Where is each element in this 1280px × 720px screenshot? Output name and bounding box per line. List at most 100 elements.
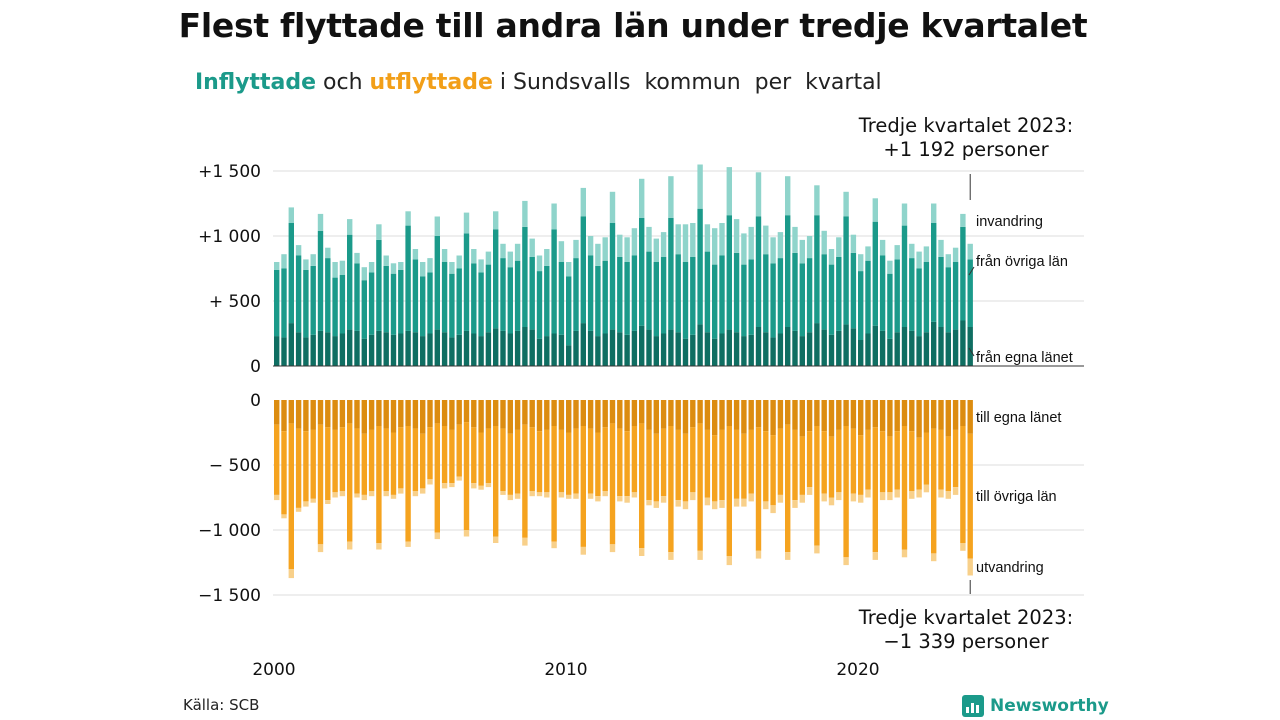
- bar-in-0: [493, 328, 499, 366]
- bar-out-0: [536, 400, 543, 432]
- bar-out-1: [879, 431, 886, 493]
- bar-out-2: [909, 491, 915, 499]
- bar-in-0: [347, 329, 353, 366]
- bar-out-1: [317, 424, 324, 545]
- bar-in-0: [368, 334, 375, 366]
- bar-in-2: [894, 245, 900, 260]
- chart-title: Flest flyttade till andra län under tred…: [178, 6, 1088, 45]
- bar-out-1: [763, 431, 769, 502]
- bar-in-0: [522, 327, 528, 366]
- bar-out-1: [901, 426, 908, 550]
- bar-out-2: [697, 550, 703, 560]
- bar-out-1: [777, 428, 784, 495]
- bar-in-0: [514, 330, 521, 366]
- bar-out-1: [602, 427, 608, 491]
- bar-out-2: [580, 546, 586, 555]
- bar-out-1: [347, 423, 353, 542]
- bar-out-2: [682, 501, 689, 510]
- bar-out-1: [587, 428, 594, 494]
- bar-in-0: [295, 332, 302, 366]
- bar-out-1: [456, 424, 462, 477]
- bar-in-2: [551, 203, 557, 230]
- bar-out-0: [639, 400, 645, 424]
- bar-in-0: [952, 329, 959, 366]
- bar-out-0: [821, 400, 827, 432]
- bar-out-0: [274, 400, 280, 425]
- bar-out-1: [821, 431, 827, 494]
- bar-in-0: [573, 330, 579, 366]
- bar-out-2: [945, 491, 951, 499]
- label-pointer: [968, 266, 975, 276]
- bar-in-0: [960, 320, 966, 366]
- bar-out-2: [573, 493, 579, 499]
- bar-in-1: [690, 256, 696, 335]
- bar-in-2: [609, 191, 616, 223]
- bar-in-1: [332, 277, 338, 337]
- bar-in-1: [704, 251, 711, 333]
- label-pointer: [968, 347, 975, 357]
- bar-in-1: [361, 280, 367, 339]
- bar-in-0: [507, 333, 513, 366]
- bar-out-0: [609, 400, 616, 424]
- bar-in-2: [580, 187, 586, 217]
- bar-out-1: [785, 424, 791, 553]
- bar-in-0: [434, 329, 440, 366]
- bar-in-2: [865, 246, 871, 261]
- bar-out-0: [909, 400, 915, 432]
- bar-out-0: [938, 400, 944, 430]
- bar-out-0: [587, 400, 594, 429]
- bar-in-2: [317, 213, 324, 231]
- bar-in-0: [354, 330, 360, 366]
- bar-out-2: [814, 545, 820, 554]
- bar-out-2: [617, 496, 623, 502]
- bar-in-2: [587, 236, 594, 256]
- bar-in-2: [777, 232, 784, 259]
- y-tick-label: −1 000: [198, 521, 261, 541]
- bar-out-2: [536, 492, 543, 497]
- y-tick-label: + 500: [209, 292, 261, 312]
- bar-out-0: [719, 400, 725, 430]
- bar-in-1: [814, 215, 820, 324]
- bar-in-0: [938, 327, 944, 366]
- bar-in-0: [580, 323, 586, 366]
- bar-in-0: [704, 332, 711, 366]
- bar-in-0: [617, 332, 623, 366]
- bar-out-2: [558, 492, 565, 498]
- bar-in-1: [770, 263, 776, 338]
- bar-in-2: [595, 243, 601, 266]
- bar-in-1: [777, 258, 784, 334]
- bar-in-2: [339, 260, 346, 275]
- bar-in-1: [967, 259, 973, 327]
- bar-out-0: [383, 400, 389, 429]
- bar-out-0: [836, 400, 842, 430]
- bar-in-2: [697, 164, 703, 209]
- bar-in-1: [339, 275, 346, 334]
- x-tick-label: 2020: [836, 660, 879, 680]
- bar-in-1: [631, 255, 638, 331]
- bar-in-1: [887, 273, 893, 339]
- bar-out-2: [704, 497, 711, 506]
- bar-out-2: [529, 491, 535, 497]
- bar-out-0: [485, 400, 492, 429]
- bar-out-0: [865, 400, 871, 430]
- bar-out-1: [310, 429, 316, 499]
- bar-in-1: [617, 256, 623, 333]
- bar-out-0: [354, 400, 360, 429]
- bar-out-2: [960, 543, 966, 551]
- bar-out-0: [441, 400, 448, 426]
- bar-in-0: [536, 338, 543, 366]
- bar-in-2: [485, 251, 492, 265]
- bar-out-0: [580, 400, 586, 426]
- bar-out-1: [799, 436, 805, 495]
- bar-out-0: [785, 400, 791, 425]
- bar-in-2: [843, 191, 849, 217]
- bar-out-2: [339, 491, 346, 497]
- bar-in-0: [595, 336, 601, 366]
- bar-in-2: [332, 262, 338, 278]
- bar-in-2: [390, 263, 397, 274]
- bar-in-0: [544, 336, 550, 366]
- bar-in-2: [420, 262, 426, 277]
- bar-in-1: [383, 265, 389, 333]
- bar-in-1: [347, 234, 353, 330]
- bar-out-0: [558, 400, 565, 430]
